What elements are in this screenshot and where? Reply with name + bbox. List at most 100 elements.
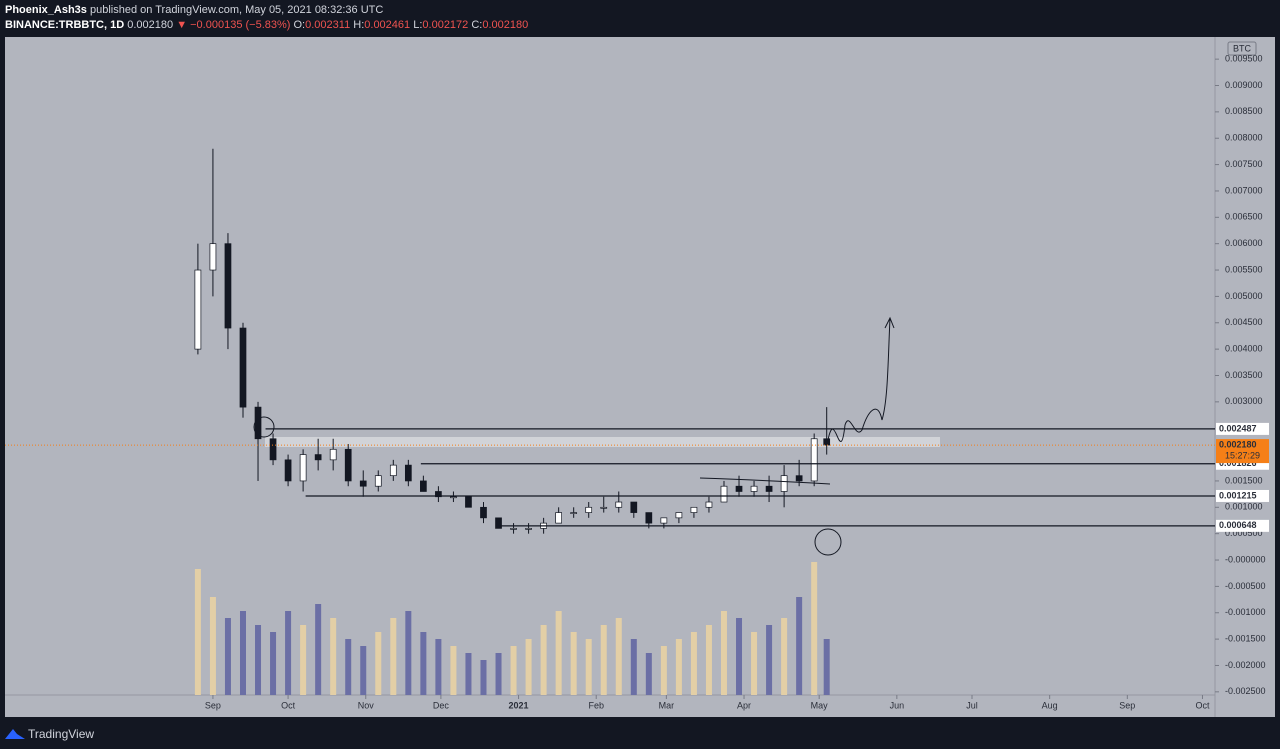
candle-body bbox=[209, 243, 217, 271]
candle-body bbox=[374, 475, 382, 487]
symbol: BINANCE:TRBBTC, 1D bbox=[5, 19, 125, 31]
y-tick-label: 0.007000 bbox=[1225, 185, 1263, 195]
candle-body bbox=[705, 501, 713, 508]
projection-arrow bbox=[827, 316, 895, 442]
y-tick-label: -0.002000 bbox=[1225, 660, 1266, 670]
y-tick-label: 0.006500 bbox=[1225, 212, 1263, 222]
volume-bar bbox=[630, 639, 637, 695]
x-tick-label: Sep bbox=[205, 700, 221, 710]
level-tag bbox=[1216, 489, 1269, 502]
volume-bar bbox=[585, 639, 592, 695]
x-tick-label: Dec bbox=[433, 700, 450, 710]
x-tick-label: May bbox=[811, 700, 829, 710]
y-tick-label: 0.008500 bbox=[1225, 106, 1263, 116]
y-tick-label: -0.000500 bbox=[1225, 581, 1266, 591]
candle-body bbox=[495, 517, 502, 529]
volume-bar bbox=[420, 632, 427, 695]
volume-bar bbox=[450, 646, 457, 695]
candle-body bbox=[600, 506, 608, 509]
x-tick-label: Oct bbox=[1195, 700, 1210, 710]
volume-bar bbox=[300, 625, 307, 695]
volume-bar bbox=[285, 611, 292, 695]
header-line: BINANCE:TRBBTC, 1D 0.002180 ▼ −0.000135 … bbox=[5, 18, 528, 33]
y-tick-label: 0.009000 bbox=[1225, 80, 1263, 90]
candle-body bbox=[344, 448, 352, 482]
candle-body bbox=[690, 506, 698, 513]
level-tag bbox=[1216, 422, 1269, 435]
volume-bar bbox=[239, 611, 246, 695]
c-label: C: bbox=[471, 19, 483, 31]
y-tick-label: 0.003500 bbox=[1225, 370, 1263, 380]
candle-body bbox=[389, 464, 397, 477]
candle-body bbox=[735, 485, 743, 492]
footer: TradingView bbox=[28, 727, 95, 741]
candle-body bbox=[810, 438, 818, 482]
y-tick-label: 0.001500 bbox=[1225, 475, 1263, 485]
level-label: 0.001215 bbox=[1219, 490, 1257, 500]
volume-bar bbox=[209, 597, 216, 695]
candle-body bbox=[480, 506, 487, 519]
y-tick-label: 0.008000 bbox=[1225, 133, 1263, 143]
candle-body bbox=[284, 459, 292, 482]
h: 0.002461 bbox=[364, 19, 411, 31]
volume-bar bbox=[465, 653, 472, 695]
volume-bar bbox=[435, 639, 442, 695]
logo bbox=[5, 729, 25, 739]
candle-body bbox=[750, 485, 758, 492]
zone bbox=[265, 437, 940, 447]
drawings bbox=[253, 316, 895, 556]
candle-body bbox=[420, 480, 427, 492]
x-tick-label: Feb bbox=[588, 700, 604, 710]
y-tick-label: -0.001500 bbox=[1225, 633, 1266, 643]
candle-body bbox=[299, 454, 307, 482]
y-tick-label: 0.007500 bbox=[1225, 159, 1263, 169]
volume-bar bbox=[495, 653, 502, 695]
candle-body bbox=[630, 501, 638, 513]
last-price-label: 0.002180 bbox=[1219, 439, 1257, 449]
x-tick-label: Mar bbox=[659, 700, 675, 710]
volume-bar bbox=[645, 653, 652, 695]
volume-bar bbox=[781, 618, 788, 695]
volume-bar bbox=[270, 632, 277, 695]
y-tick-label: 0.001000 bbox=[1225, 502, 1263, 512]
curve bbox=[699, 477, 831, 485]
header-line: Phoenix_Ash3s published on TradingView.c… bbox=[5, 3, 528, 18]
volume-bar bbox=[405, 611, 412, 695]
x-tick-label: Aug bbox=[1042, 700, 1058, 710]
y-tick-label: 0.000500 bbox=[1225, 528, 1263, 538]
volume-bar bbox=[675, 639, 682, 695]
volume-bar bbox=[615, 618, 622, 695]
volume-bar bbox=[570, 632, 577, 695]
o-label: O: bbox=[293, 19, 306, 31]
x-tick-label: 2021 bbox=[509, 700, 529, 710]
volume-bar bbox=[736, 618, 743, 695]
volume-bar bbox=[660, 646, 667, 695]
volume-bar bbox=[811, 562, 818, 695]
candle-body bbox=[823, 438, 831, 446]
volume-bar bbox=[796, 597, 803, 695]
volume-bar bbox=[766, 625, 773, 695]
candle-body bbox=[329, 448, 337, 461]
y-tick-label: 0.003000 bbox=[1225, 396, 1263, 406]
unit-box bbox=[1227, 41, 1257, 56]
y-tick-label: -0.001000 bbox=[1225, 607, 1266, 617]
candle-body bbox=[555, 512, 562, 524]
circle bbox=[253, 416, 275, 438]
level-label: 0.001826 bbox=[1219, 458, 1257, 468]
x-tick-label: Jun bbox=[890, 700, 905, 710]
candle-body bbox=[359, 480, 367, 487]
countdown: 15:27:29 bbox=[1225, 450, 1260, 460]
candle-body bbox=[675, 512, 683, 519]
candle-body bbox=[645, 512, 653, 524]
y-tick-label: 0.005500 bbox=[1225, 264, 1263, 274]
candle-body bbox=[269, 438, 277, 461]
x-tick-label: Oct bbox=[281, 700, 296, 710]
candle-body bbox=[570, 512, 578, 514]
last-price-tag bbox=[1216, 439, 1269, 464]
volume-bar bbox=[345, 639, 352, 695]
chart: BTC 0.009500 0.009000 0.008500 0.008000 0.00… bbox=[5, 37, 1275, 717]
volume-bar bbox=[390, 618, 397, 695]
volume-bar bbox=[751, 632, 758, 695]
published: published on TradingView.com, May 05, 20… bbox=[89, 4, 384, 16]
volume-bar bbox=[720, 611, 727, 695]
